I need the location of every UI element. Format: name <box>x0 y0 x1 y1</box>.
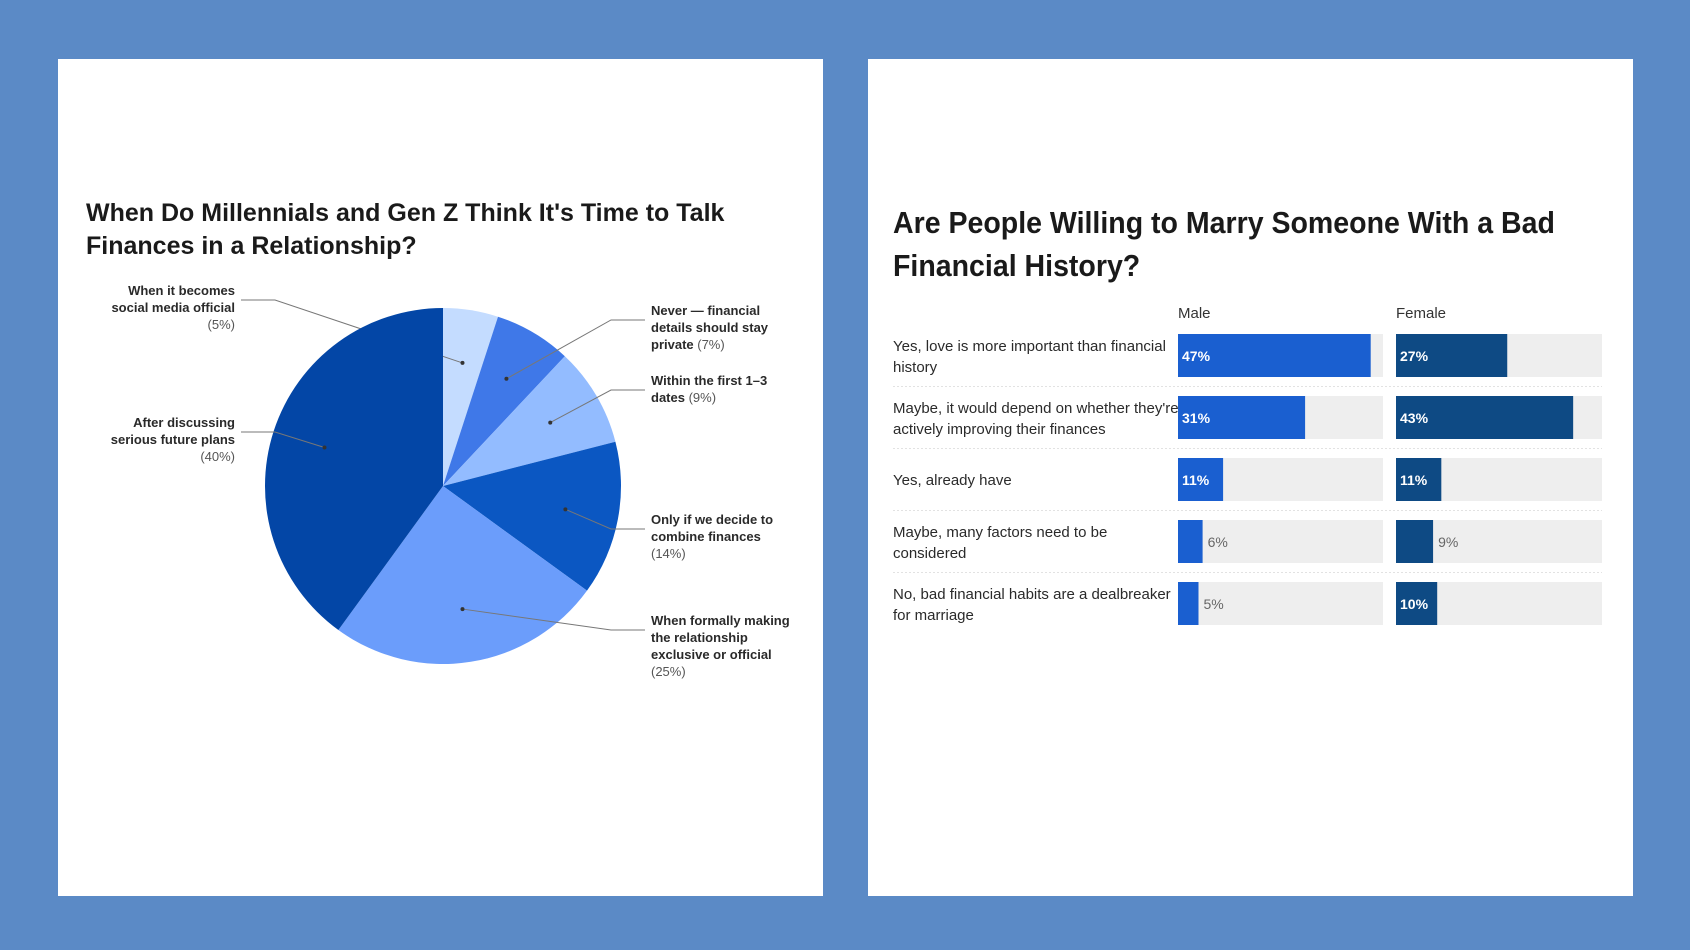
bar-track <box>1178 582 1383 625</box>
pie-slice <box>443 356 616 486</box>
bar-value-label: 11% <box>1182 472 1210 488</box>
bar-track <box>1178 520 1383 563</box>
bar-female <box>1396 520 1434 563</box>
row-label: Maybe, it would depend on whether they'r… <box>893 400 1179 438</box>
pie-slice-label: When it becomes social media official (5%) <box>111 283 235 332</box>
row-label: Maybe, many factors need to be considered <box>893 524 1107 562</box>
pie-leader-line <box>241 431 325 448</box>
bar-male <box>1178 520 1203 563</box>
pie-slice-label: When formally making the relationship excl… <box>651 613 790 679</box>
bar-value-label: 27% <box>1400 348 1429 364</box>
pie-leader-line <box>550 389 645 424</box>
bar-value-label: 10% <box>1400 596 1429 612</box>
bar-female <box>1396 334 1508 377</box>
pie-leader-dot <box>460 360 465 365</box>
row-label: Yes, already have <box>893 472 1012 489</box>
bar-value-label: 5% <box>1204 596 1224 612</box>
pie-slice <box>265 308 443 631</box>
pie-slice-label: Never — financial details should stay priv… <box>651 303 769 352</box>
bar-value-label: 47% <box>1182 348 1211 364</box>
bar-chart: Male Female Yes, love is more important th… <box>893 305 1602 625</box>
pie-leader-dot <box>460 607 465 612</box>
pie-leader-dot <box>322 445 327 450</box>
column-header-male: Male <box>1178 305 1211 322</box>
pie-slice-label: After discussing serious future plans (40%… <box>111 415 235 464</box>
pie-leader-dot <box>548 420 553 425</box>
row-label: Yes, love is more important than financi… <box>893 338 1166 376</box>
bar-male <box>1178 582 1199 625</box>
pie-leader-dot <box>504 376 509 381</box>
bar-value-label: 43% <box>1400 410 1429 426</box>
pie-slice <box>443 316 565 486</box>
bar-chart-panel: Are People Willing to Marry Someone With… <box>868 59 1633 896</box>
bar-female <box>1396 396 1574 439</box>
bar-value-label: 11% <box>1400 472 1428 488</box>
bar-female <box>1396 458 1442 501</box>
pie-slice-label: Only if we decide to combine finances (14%… <box>651 512 773 561</box>
bar-value-label: 31% <box>1182 410 1211 426</box>
pie-leader-line <box>565 508 645 530</box>
bar-value-label: 9% <box>1438 534 1458 550</box>
bar-male <box>1178 458 1224 501</box>
pie-slice <box>338 486 588 664</box>
pie-chart-title: When Do Millennials and Gen Z Think It's… <box>86 199 725 260</box>
pie-chart: When it becomes social media official (5%)… <box>111 283 790 679</box>
pie-leader-line <box>506 319 645 380</box>
pie-chart-panel: When Do Millennials and Gen Z Think It's… <box>58 59 823 896</box>
bar-chart-title: Are People Willing to Marry Someone With… <box>893 205 1555 283</box>
bar-male <box>1178 334 1371 377</box>
bar-male <box>1178 396 1306 439</box>
column-header-female: Female <box>1396 305 1446 322</box>
bar-female <box>1396 582 1438 625</box>
pie-slice <box>443 308 499 486</box>
pie-slice <box>443 441 621 591</box>
bar-value-label: 6% <box>1208 534 1228 550</box>
pie-slice-label: Within the first 1–3 dates (9%) <box>651 373 767 405</box>
row-label: No, bad financial habits are a dealbreak… <box>893 586 1171 624</box>
pie-leader-dot <box>563 507 568 512</box>
pie-leader-line <box>462 608 645 631</box>
